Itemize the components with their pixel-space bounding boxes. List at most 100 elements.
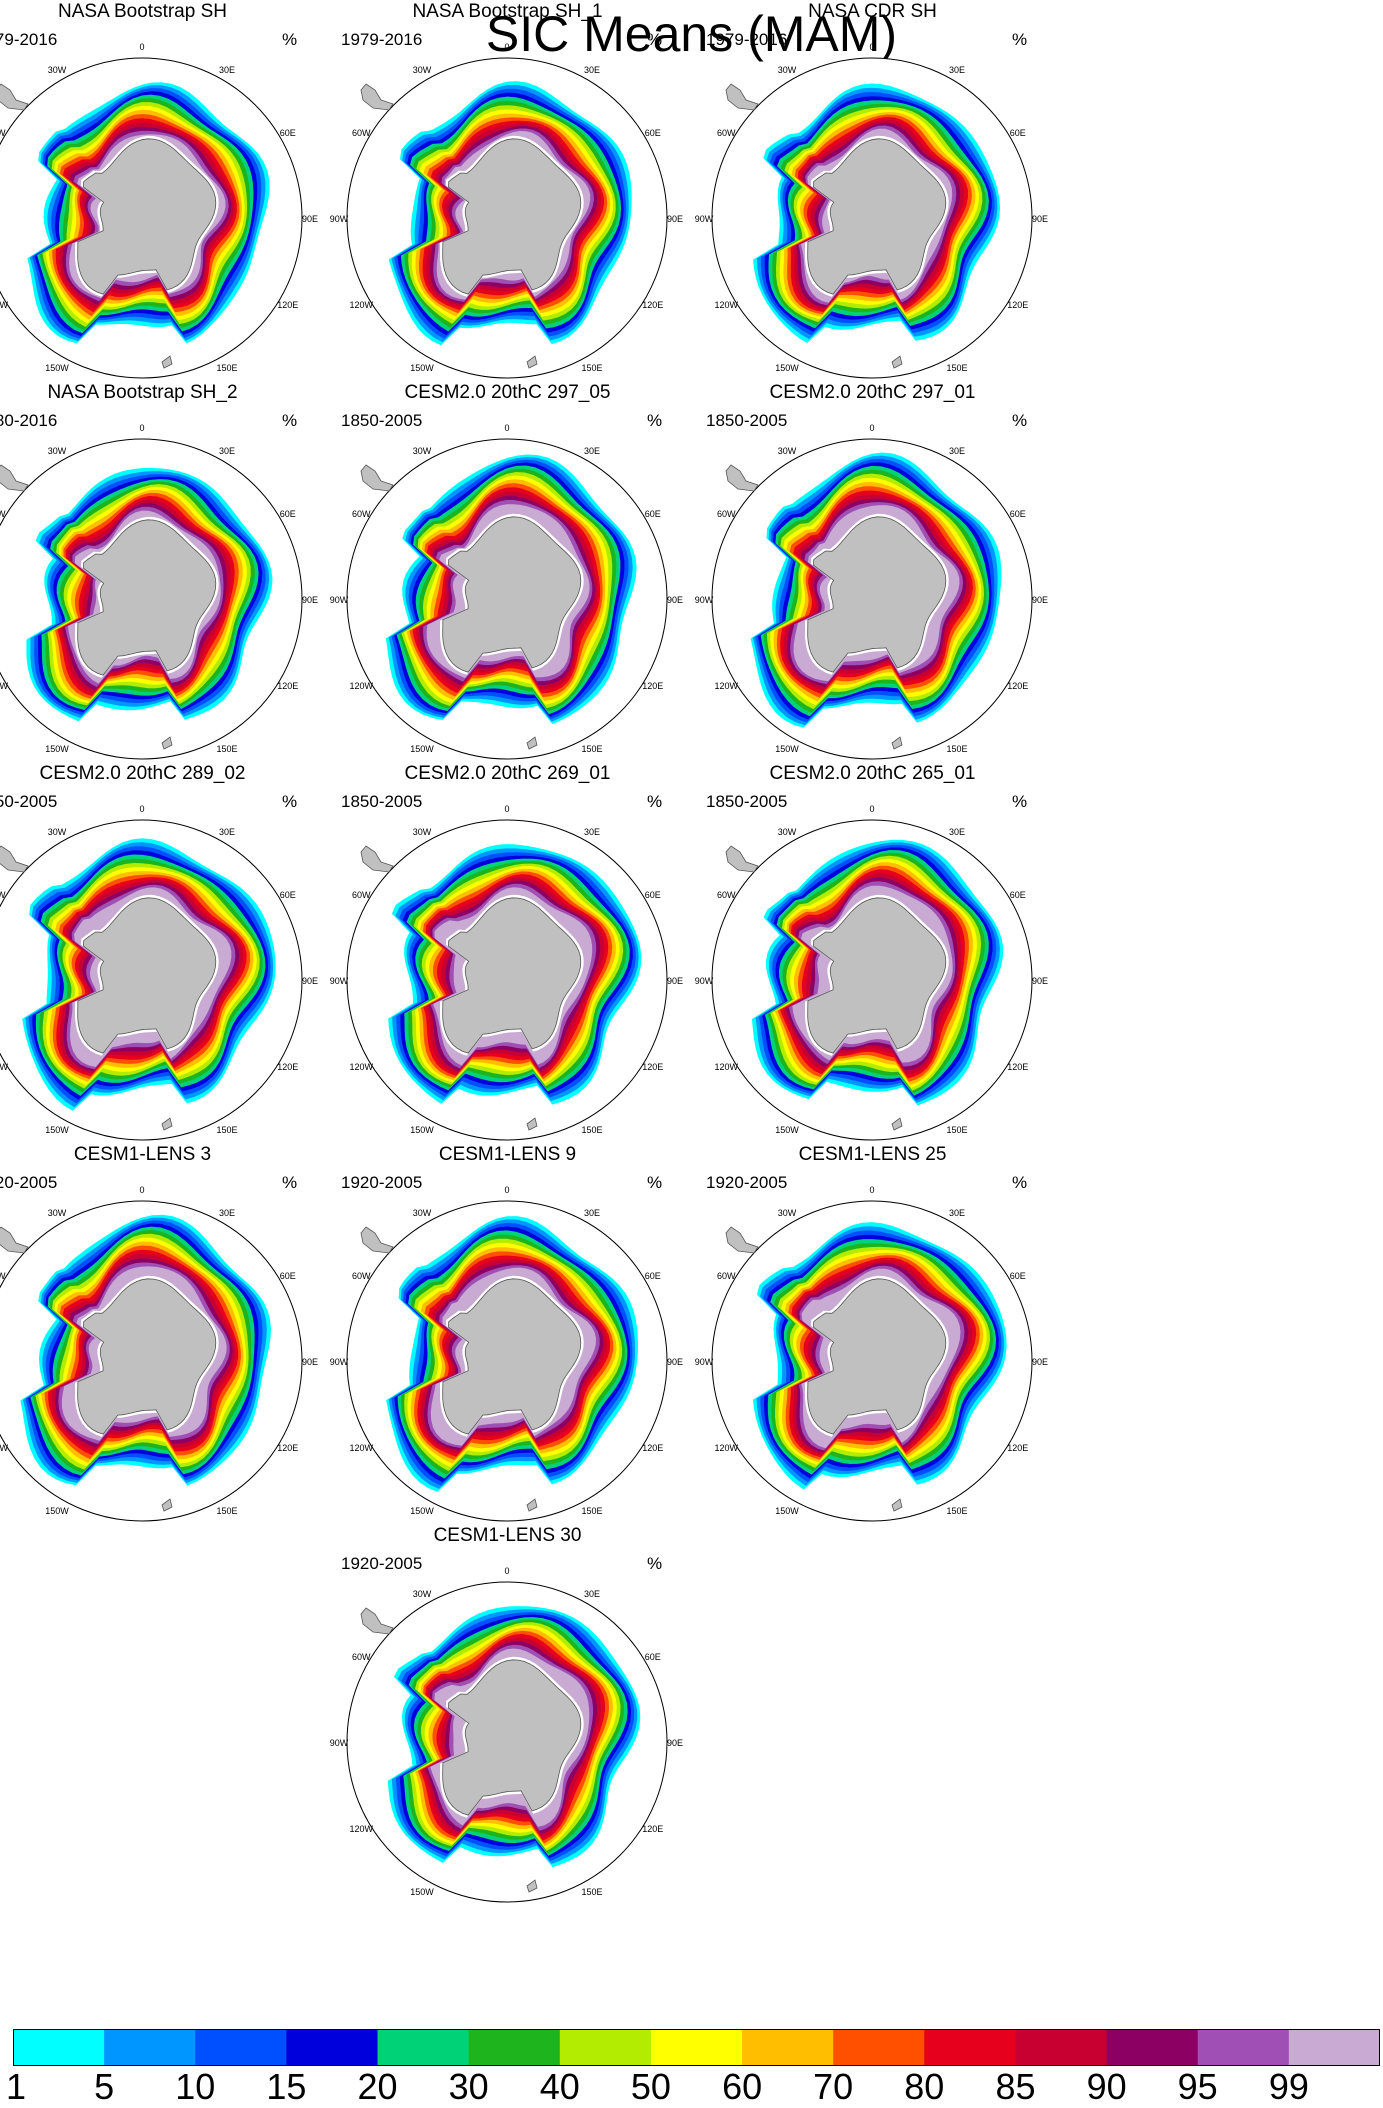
- antarctica-landmass: [77, 1278, 217, 1435]
- longitude-label: 90W: [330, 976, 349, 986]
- longitude-label: 90W: [330, 1738, 349, 1748]
- panel-unit: %: [282, 30, 298, 49]
- map-panel: CESM2.0 20thC 297_01 1850-2005% 0 30E 60E 90E…: [688, 381, 1057, 766]
- south-america-landmass: [0, 1226, 29, 1254]
- antarctica-landmass: [807, 516, 947, 673]
- longitude-label: 120W: [349, 1062, 373, 1072]
- panel-years: 1850-2005: [706, 792, 788, 811]
- colorbar-segment: [924, 2029, 1016, 2066]
- longitude-label: 60E: [1010, 890, 1026, 900]
- longitude-label: 0: [504, 42, 509, 52]
- colorbar-label: 30: [448, 2066, 489, 2107]
- south-america-landmass: [360, 845, 394, 873]
- longitude-label: 0: [139, 1185, 144, 1195]
- colorbar-segment: [286, 2029, 379, 2066]
- south-america-landmass: [360, 1607, 394, 1635]
- panel-years: 1850-2005: [341, 411, 423, 430]
- longitude-label: 60W: [717, 128, 736, 138]
- longitude-label: 90W: [695, 595, 714, 605]
- colorbar-segment: [1288, 2029, 1380, 2066]
- longitude-label: 150W: [775, 1125, 799, 1135]
- longitude-label: 0: [139, 423, 144, 433]
- longitude-label: 120W: [0, 300, 8, 310]
- longitude-label: 0: [504, 1185, 509, 1195]
- longitude-label: 30E: [584, 446, 600, 456]
- colorbar-segment: [559, 2029, 652, 2066]
- longitude-label: 90E: [1032, 214, 1048, 224]
- longitude-label: 90E: [1032, 1357, 1048, 1367]
- longitude-label: 150E: [216, 1506, 237, 1516]
- island-landmass: [161, 355, 173, 369]
- colorbar-labels: 1 5 10 15 20 30 40 50 60 70 80 85 90 95 99: [0, 2066, 1383, 2108]
- longitude-label: 30E: [219, 1208, 235, 1218]
- panel-title: CESM1-LENS 9: [438, 1144, 577, 1165]
- longitude-label: 150E: [946, 744, 967, 754]
- panel-years: 1920-2005: [341, 1173, 423, 1192]
- panel-years: 1979-2016: [706, 30, 788, 49]
- antarctica-landmass: [807, 897, 947, 1054]
- panel-unit: %: [647, 411, 663, 430]
- longitude-label: 60W: [717, 890, 736, 900]
- map-panel: CESM2.0 20thC 297_05 1850-2005% 0 30E 60E 90E…: [323, 381, 692, 766]
- longitude-label: 150W: [410, 1125, 434, 1135]
- panel-unit: %: [1012, 1173, 1028, 1192]
- colorbar-segment: [377, 2029, 470, 2066]
- colorbar-label: 85: [995, 2066, 1036, 2107]
- longitude-label: 150W: [45, 1125, 69, 1135]
- south-america-landmass: [360, 83, 394, 111]
- longitude-label: 120E: [277, 300, 298, 310]
- south-america-landmass: [0, 464, 29, 492]
- longitude-label: 150W: [45, 744, 69, 754]
- longitude-label: 60W: [352, 1652, 371, 1662]
- island-landmass: [161, 736, 173, 750]
- longitude-label: 60W: [352, 128, 371, 138]
- island-landmass: [891, 1498, 903, 1512]
- longitude-label: 120W: [349, 1443, 373, 1453]
- longitude-label: 150W: [45, 1506, 69, 1516]
- polar-map: 030E60E90E120E150E180150W120W90W60W30W: [695, 1185, 1048, 1522]
- longitude-label: 30E: [949, 1208, 965, 1218]
- longitude-label: 120E: [642, 300, 663, 310]
- panel-title: CESM2.0 20thC 269_01: [404, 763, 611, 784]
- polar-map: 030E60E90E120E150E180150W120W90W60W30W: [0, 1185, 318, 1522]
- colorbar-segment: [1015, 2029, 1108, 2066]
- antarctica-landmass: [77, 138, 217, 295]
- longitude-label: 120W: [714, 1443, 738, 1453]
- panel-unit: %: [1012, 411, 1028, 430]
- panel-title: NASA Bootstrap SH: [58, 1, 227, 22]
- longitude-label: 150W: [775, 1506, 799, 1516]
- map-panel: NASA Bootstrap SH_2 1980-2016% 0 30E 60E 90E 1…: [0, 381, 327, 766]
- panel-years: 1920-2005: [341, 1554, 423, 1573]
- panel-years: 1850-2005: [341, 792, 423, 811]
- island-landmass: [891, 1117, 903, 1131]
- longitude-label: 120W: [349, 300, 373, 310]
- longitude-label: 30W: [413, 1589, 432, 1599]
- colorbar-label: 5: [94, 2066, 115, 2107]
- panel-title: CESM1-LENS 25: [798, 1144, 947, 1165]
- longitude-label: 60E: [280, 1271, 296, 1281]
- panel-title: NASA Bootstrap SH_2: [47, 382, 238, 403]
- island-landmass: [526, 355, 538, 369]
- longitude-label: 60W: [352, 1271, 371, 1281]
- longitude-label: 120W: [349, 681, 373, 691]
- longitude-label: 60W: [0, 509, 6, 519]
- longitude-label: 30W: [778, 446, 797, 456]
- longitude-label: 90W: [695, 1357, 714, 1367]
- longitude-label: 60W: [717, 509, 736, 519]
- map-panel: CESM1-LENS 30 1920-2005% 0 30E 60E 90E 120E 150…: [323, 1524, 692, 1909]
- longitude-label: 150E: [581, 1125, 602, 1135]
- longitude-label: 120E: [277, 1062, 298, 1072]
- longitude-label: 90W: [330, 1357, 349, 1367]
- island-landmass: [891, 355, 903, 369]
- longitude-label: 30W: [48, 446, 67, 456]
- map-panel: CESM1-LENS 9 1920-2005% 0 30E 60E 90E 120E 150E…: [323, 1143, 692, 1528]
- longitude-label: 30E: [949, 446, 965, 456]
- longitude-label: 120E: [1007, 1443, 1028, 1453]
- panel-title: CESM1-LENS 3: [73, 1144, 212, 1165]
- longitude-label: 30E: [584, 1208, 600, 1218]
- longitude-label: 30W: [413, 1208, 432, 1218]
- island-landmass: [526, 1879, 538, 1893]
- island-landmass: [526, 736, 538, 750]
- colorbar-label: 95: [1177, 2066, 1218, 2107]
